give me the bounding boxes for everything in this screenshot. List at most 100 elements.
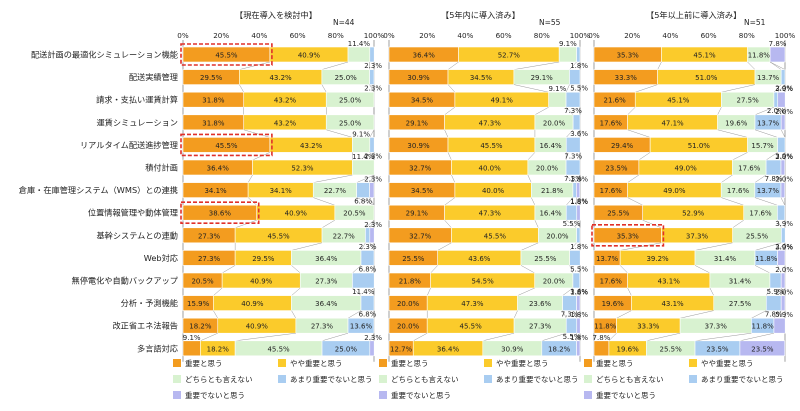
connector-line xyxy=(513,84,549,93)
connector-line xyxy=(482,332,515,342)
data-label: 2.3% xyxy=(359,243,377,251)
connector-line xyxy=(444,129,449,138)
highlight-box xyxy=(180,201,260,224)
panel-n: N=55 xyxy=(539,18,561,27)
data-label: 32.7% xyxy=(409,165,432,173)
x-tick-label: 20% xyxy=(624,31,640,40)
connector-line xyxy=(291,310,297,319)
connector-line xyxy=(627,197,643,206)
bar-segment xyxy=(360,295,375,311)
data-label: 3.9% xyxy=(775,152,793,160)
category-label: 多言語対応 xyxy=(137,343,178,353)
data-label: 39.2% xyxy=(646,255,669,263)
x-tick-label: 40% xyxy=(251,31,267,40)
legend-swatch xyxy=(379,359,387,367)
bar-segment xyxy=(739,340,786,357)
data-label: 20.5% xyxy=(191,278,214,286)
data-label: 45.5% xyxy=(215,142,238,150)
connector-line xyxy=(200,332,218,342)
bar-segment xyxy=(325,114,375,131)
connector-line xyxy=(247,174,253,183)
data-label: 20.0% xyxy=(543,278,566,286)
x-tick-label: 0% xyxy=(177,31,189,40)
bar-segment xyxy=(334,204,375,221)
legend-label: やや重要と思う xyxy=(290,359,343,368)
connector-line xyxy=(769,61,786,70)
connector-line xyxy=(608,333,617,341)
connector-line xyxy=(321,84,327,93)
panel-n: N=44 xyxy=(333,18,355,27)
connector-line xyxy=(541,332,567,342)
data-label: 43.6% xyxy=(468,255,491,263)
connector-line xyxy=(239,84,244,93)
data-label: 43.2% xyxy=(300,142,323,150)
connector-line xyxy=(638,152,651,161)
connector-line xyxy=(780,197,786,206)
connector-line xyxy=(754,242,782,251)
data-label: 36.4% xyxy=(315,255,338,263)
bar-segment xyxy=(352,137,371,153)
data-label: 2.3% xyxy=(364,85,382,93)
legend-swatch xyxy=(173,391,181,399)
data-label: 51.0% xyxy=(688,142,711,150)
data-label: 18.2% xyxy=(189,323,212,331)
data-label: 19.6% xyxy=(616,345,639,353)
connector-line xyxy=(777,242,786,251)
chart-panel: 【5年以上前に導入済み】N=51 0% 20% 40% 60% 80% 100% 35.3% 4… xyxy=(584,10,795,400)
data-label: 2.0% xyxy=(775,243,793,251)
x-tick-label: 100% xyxy=(570,31,591,40)
data-label: 7.3% xyxy=(564,175,582,183)
data-label: 20.0% xyxy=(397,323,420,331)
data-label: 35.3% xyxy=(617,52,640,60)
data-label: 2.3% xyxy=(364,334,382,342)
connector-line xyxy=(646,332,681,342)
x-tick-label: 80% xyxy=(534,31,550,40)
connector-line xyxy=(247,197,257,206)
data-label: 23.5% xyxy=(751,345,774,353)
data-label: 7.8% xyxy=(769,40,787,48)
category-label: 位置情報管理や動体管理 xyxy=(88,208,178,218)
connector-line xyxy=(213,310,218,319)
x-tick-label: 60% xyxy=(290,31,306,40)
category-label: Web対応 xyxy=(144,253,178,263)
connector-line xyxy=(369,152,375,161)
data-label: 17.6% xyxy=(749,210,772,218)
data-label: 17.6% xyxy=(600,187,623,195)
data-label: 5.5% xyxy=(563,220,581,228)
bar-segment xyxy=(565,137,581,153)
legend-label: どちらとも言えない xyxy=(391,374,459,384)
data-label: 27.5% xyxy=(737,97,760,105)
bar-segment xyxy=(558,46,577,63)
connector-line xyxy=(447,61,459,70)
data-label: 31.8% xyxy=(202,119,225,127)
bar-segment xyxy=(781,227,786,244)
bar-segment xyxy=(565,317,578,334)
connector-line xyxy=(520,242,539,251)
data-label: 11.4% xyxy=(352,153,375,161)
category-label: 請求・支払い運賃計算 xyxy=(96,95,178,105)
data-label: 52.7% xyxy=(498,52,521,60)
connector-line xyxy=(566,197,574,206)
category-label: 基幹システムとの連動 xyxy=(96,230,178,240)
data-label: 3.6% xyxy=(570,130,588,138)
bar-segment xyxy=(576,317,581,334)
data-label: 15.9% xyxy=(187,300,210,308)
connector-line xyxy=(413,332,428,342)
bar-segment xyxy=(780,295,786,311)
connector-line xyxy=(694,242,733,251)
x-tick-label: 80% xyxy=(739,31,755,40)
legend-swatch xyxy=(584,391,592,399)
data-label: 2.0% xyxy=(775,289,793,297)
connector-line xyxy=(426,287,431,296)
data-label: 43.2% xyxy=(274,97,297,105)
legend-label: 重要と思う xyxy=(185,359,223,368)
data-label: 40.0% xyxy=(482,187,505,195)
connector-line xyxy=(562,287,574,296)
data-label: 29.1% xyxy=(531,74,554,82)
data-label: 7.8% xyxy=(593,334,611,342)
connector-line xyxy=(356,174,375,183)
connector-line xyxy=(717,129,748,138)
connector-line xyxy=(565,174,574,183)
connector-line xyxy=(437,242,452,251)
data-label: 30.9% xyxy=(407,142,430,150)
